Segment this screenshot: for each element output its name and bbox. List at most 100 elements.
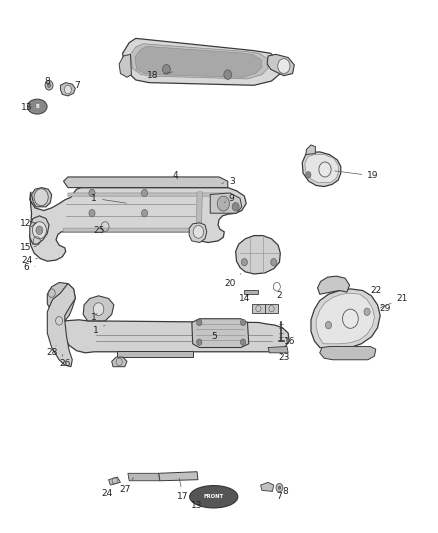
Circle shape bbox=[319, 162, 331, 177]
Text: 6: 6 bbox=[23, 263, 35, 272]
Polygon shape bbox=[47, 282, 75, 321]
Circle shape bbox=[197, 319, 202, 326]
Text: 29: 29 bbox=[380, 304, 391, 312]
Polygon shape bbox=[311, 289, 380, 349]
Text: 14: 14 bbox=[239, 294, 250, 303]
Text: 16: 16 bbox=[284, 337, 296, 345]
Polygon shape bbox=[119, 54, 131, 77]
Polygon shape bbox=[261, 482, 274, 491]
Text: 18: 18 bbox=[147, 71, 173, 80]
Polygon shape bbox=[267, 54, 294, 76]
Circle shape bbox=[240, 319, 246, 326]
Polygon shape bbox=[32, 188, 52, 207]
Polygon shape bbox=[320, 346, 376, 360]
Circle shape bbox=[89, 189, 95, 197]
Polygon shape bbox=[189, 223, 207, 243]
Polygon shape bbox=[64, 177, 228, 188]
Ellipse shape bbox=[190, 486, 238, 508]
Circle shape bbox=[271, 259, 277, 266]
Circle shape bbox=[364, 308, 370, 316]
Text: 8: 8 bbox=[279, 487, 289, 496]
Text: 17: 17 bbox=[177, 478, 189, 501]
Circle shape bbox=[343, 309, 358, 328]
Circle shape bbox=[276, 483, 283, 492]
Polygon shape bbox=[196, 192, 202, 228]
Polygon shape bbox=[305, 155, 339, 183]
Text: 15: 15 bbox=[20, 244, 36, 252]
Text: B: B bbox=[35, 104, 39, 109]
Text: 24: 24 bbox=[21, 256, 38, 264]
Text: 2: 2 bbox=[274, 289, 282, 300]
Polygon shape bbox=[64, 228, 197, 232]
Polygon shape bbox=[83, 296, 114, 321]
Text: 13: 13 bbox=[191, 498, 207, 510]
Polygon shape bbox=[159, 472, 198, 481]
Polygon shape bbox=[60, 83, 75, 96]
Polygon shape bbox=[47, 284, 75, 367]
Polygon shape bbox=[135, 46, 262, 77]
Polygon shape bbox=[123, 38, 280, 85]
Text: 21: 21 bbox=[380, 294, 408, 308]
Text: 8: 8 bbox=[44, 77, 50, 85]
Text: 5: 5 bbox=[211, 333, 217, 341]
Circle shape bbox=[193, 225, 204, 238]
Polygon shape bbox=[62, 320, 289, 353]
Text: 27: 27 bbox=[119, 478, 134, 494]
Polygon shape bbox=[117, 351, 193, 357]
Text: 1: 1 bbox=[91, 313, 97, 321]
Polygon shape bbox=[236, 236, 280, 274]
Circle shape bbox=[47, 83, 51, 87]
Ellipse shape bbox=[27, 99, 47, 114]
Text: 12: 12 bbox=[20, 220, 36, 228]
Text: 7: 7 bbox=[71, 81, 80, 90]
Circle shape bbox=[141, 209, 148, 217]
Polygon shape bbox=[30, 216, 49, 244]
Text: 7: 7 bbox=[272, 490, 283, 501]
Circle shape bbox=[45, 80, 53, 90]
Polygon shape bbox=[306, 145, 315, 155]
Polygon shape bbox=[265, 304, 278, 313]
Text: 25: 25 bbox=[93, 226, 104, 235]
Circle shape bbox=[306, 172, 311, 178]
Polygon shape bbox=[128, 473, 160, 481]
Polygon shape bbox=[112, 357, 127, 367]
Polygon shape bbox=[268, 346, 288, 353]
Polygon shape bbox=[68, 193, 228, 196]
Text: 9: 9 bbox=[224, 194, 234, 203]
Circle shape bbox=[93, 303, 104, 316]
Text: 13: 13 bbox=[21, 103, 33, 112]
Polygon shape bbox=[131, 44, 268, 79]
Text: 3: 3 bbox=[222, 177, 235, 185]
Circle shape bbox=[34, 189, 48, 206]
Circle shape bbox=[32, 222, 46, 239]
Circle shape bbox=[325, 321, 332, 329]
Polygon shape bbox=[252, 304, 265, 313]
Circle shape bbox=[197, 339, 202, 345]
Polygon shape bbox=[192, 319, 249, 348]
Circle shape bbox=[64, 85, 71, 94]
Circle shape bbox=[89, 209, 95, 217]
Polygon shape bbox=[210, 193, 242, 213]
Circle shape bbox=[232, 203, 239, 211]
Polygon shape bbox=[109, 477, 120, 485]
Polygon shape bbox=[244, 290, 258, 294]
Text: 23: 23 bbox=[278, 353, 290, 361]
Circle shape bbox=[217, 196, 230, 211]
Text: 22: 22 bbox=[370, 286, 381, 295]
Text: 20: 20 bbox=[224, 273, 241, 288]
Text: 24: 24 bbox=[102, 483, 113, 497]
Text: 26: 26 bbox=[59, 354, 71, 368]
Circle shape bbox=[278, 486, 281, 489]
Text: 28: 28 bbox=[46, 345, 57, 357]
Circle shape bbox=[224, 70, 232, 79]
Polygon shape bbox=[316, 293, 374, 344]
Circle shape bbox=[240, 339, 246, 345]
Circle shape bbox=[162, 64, 170, 74]
Text: FRONT: FRONT bbox=[204, 494, 224, 499]
Circle shape bbox=[36, 226, 43, 235]
Polygon shape bbox=[318, 276, 350, 294]
Polygon shape bbox=[30, 188, 246, 261]
Text: 1: 1 bbox=[91, 194, 127, 203]
Circle shape bbox=[141, 189, 148, 197]
Text: 1: 1 bbox=[92, 325, 105, 335]
